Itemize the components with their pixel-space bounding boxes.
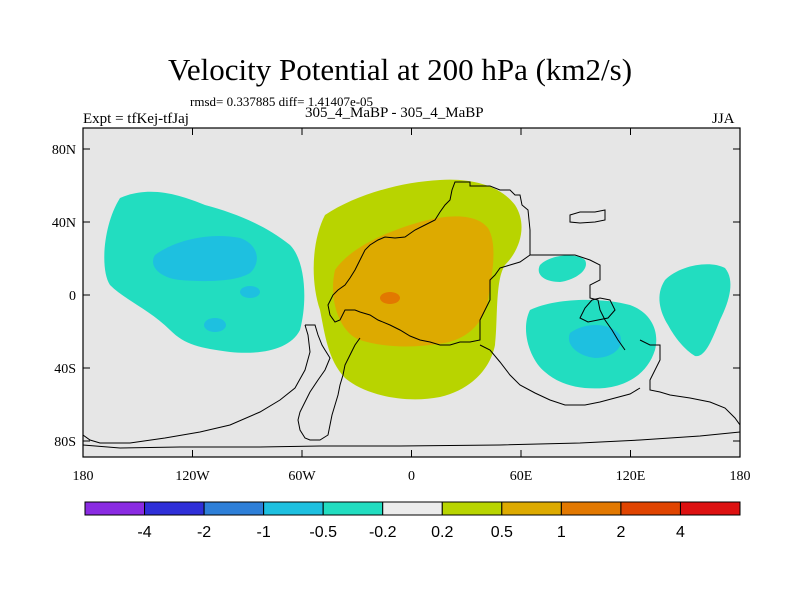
coastline-americas-east <box>327 181 531 346</box>
lat-tick-label: 40S <box>54 362 76 377</box>
colorbar-label: 2 <box>616 524 625 541</box>
lat-tick-label: 80S <box>54 435 76 450</box>
colorbar-swatch <box>322 501 384 516</box>
lon-tick-label: 60E <box>510 469 533 484</box>
colorbar-swatch <box>560 501 622 516</box>
coastline-africa-east <box>479 344 641 406</box>
season-label: JJA <box>712 111 735 127</box>
colorbar-label: -0.2 <box>369 524 397 541</box>
colorbar-swatch <box>382 501 443 516</box>
cyan-spot-pacific-small <box>240 286 260 298</box>
map-title: Velocity Potential at 200 hPa (km2/s) <box>167 52 633 87</box>
colorbar-label: 4 <box>676 524 685 541</box>
lon-tick-label: 180 <box>73 469 94 484</box>
colorbar-swatch <box>84 501 146 516</box>
coastline-asia <box>530 254 626 351</box>
lat-tick-label: 40N <box>52 216 76 231</box>
colorbar-label: -2 <box>197 524 211 541</box>
latitude-labels: 80N 40N 0 40S 80S <box>52 143 76 450</box>
colorbar-swatch <box>144 501 205 516</box>
coastline-japan <box>569 209 606 224</box>
cyan-spot-pacific-south <box>204 318 226 332</box>
coastline-antarctica-west <box>83 324 311 444</box>
tick-marks <box>82 128 741 457</box>
teal-region-asia <box>538 255 586 282</box>
colorbar-label: 0.2 <box>431 524 453 541</box>
lat-tick-label: 0 <box>69 289 76 304</box>
coastline-antarctica <box>83 431 740 449</box>
contour-fills <box>104 179 731 400</box>
teal-region-west-pacific <box>659 264 731 357</box>
colorbar-label: 0.5 <box>491 524 513 541</box>
lon-tick-label: 120E <box>616 469 646 484</box>
colorbar-label: -0.5 <box>309 524 337 541</box>
colorbar-swatch <box>679 501 741 516</box>
lon-tick-label: 180 <box>730 469 751 484</box>
colorbar-label: -4 <box>137 524 151 541</box>
colorbar-swatch <box>501 501 562 516</box>
colorbar-label: 1 <box>557 524 566 541</box>
cyan-core-indian <box>568 324 622 358</box>
lat-tick-label: 80N <box>52 143 76 158</box>
colorbar-swatch <box>263 501 324 516</box>
lon-tick-label: 60W <box>288 469 316 484</box>
stats-line: rmsd= 0.337885 diff= 1.41407e-05 <box>190 94 374 109</box>
coastline-south-america <box>297 324 361 441</box>
colorbar-label: -1 <box>257 524 271 541</box>
colorbar-swatch <box>620 501 681 516</box>
lon-tick-label: 120W <box>175 469 210 484</box>
colorbar-swatch <box>203 501 265 516</box>
longitude-labels: 180 120W 60W 0 60E 120E 180 <box>73 469 751 484</box>
lon-tick-label: 0 <box>408 469 415 484</box>
cyan-core-pacific <box>152 235 257 282</box>
coastlines <box>83 181 740 449</box>
comparison-label: 305_4_MaBP - 305_4_MaBP <box>305 105 484 121</box>
gold-region <box>332 216 494 347</box>
colorbar: -4 -2 -1 -0.5 -0.2 0.2 0.5 1 2 4 <box>84 501 741 541</box>
experiment-label: Expt = tfKej-tfJaj <box>83 111 189 127</box>
coastline-australia <box>579 297 616 323</box>
coastline-maritime <box>639 339 740 426</box>
colorbar-swatch <box>441 501 503 516</box>
orange-spot <box>380 292 400 304</box>
